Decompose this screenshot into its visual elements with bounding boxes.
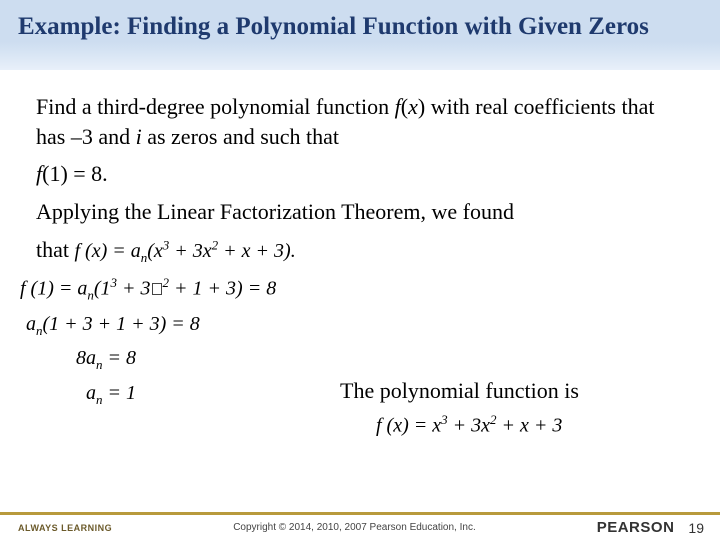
slide-body: Find a third-degree polynomial function … (0, 70, 720, 408)
eq-r1-a: f (1) = a (20, 278, 87, 300)
copyright-text: Copyright © 2014, 2010, 2007 Pearson Edu… (233, 522, 476, 533)
eq-row-1: f (1) = an(13 + 32 + 1 + 3) = 8 (20, 274, 684, 304)
eq-main-lhs: f (x) = a (75, 240, 141, 262)
eq-main-rhs-c: + x + 3). (218, 240, 296, 262)
pearson-brand: PEARSON (597, 519, 675, 536)
p1-text-a: Find a third-degree polynomial function (36, 94, 395, 119)
page-number: 19 (688, 520, 704, 536)
p4-that: that (36, 237, 75, 262)
eq-r1-d: + 1 + 3) = 8 (169, 278, 276, 300)
eq-row-2: an(1 + 3 + 1 + 3) = 8 (26, 311, 684, 340)
always-learning-label: ALWAYS LEARNING (18, 523, 112, 533)
result-text: The polynomial function is (340, 378, 579, 404)
paragraph-1: Find a third-degree polynomial function … (36, 92, 684, 151)
eq-main-rhs-a: (x (147, 240, 163, 262)
paragraph-2: f(1) = 8. (36, 159, 684, 189)
p1-text-c: as zeros and such that (142, 124, 339, 149)
eq-r4-a: a (86, 382, 96, 404)
eq-r2-a: a (26, 313, 36, 335)
eq-main-rhs-b: + 3x (169, 240, 211, 262)
eq-r2-b: (1 + 3 + 1 + 3) = 8 (43, 313, 200, 335)
p1-paren-x: (x) (401, 94, 425, 119)
eq-r1-b: (1 (94, 278, 111, 300)
res-c: + x + 3 (497, 415, 563, 437)
eq-main: f (x) = an(x3 + 3x2 + x + 3). (75, 240, 296, 262)
eq-r3-b: = 8 (103, 347, 137, 369)
footer-bar: ALWAYS LEARNING Copyright © 2014, 2010, … (0, 512, 720, 540)
paragraph-3: Applying the Linear Factorization Theore… (36, 197, 684, 227)
res-a: f (x) = x (376, 415, 441, 437)
title-band: Example: Finding a Polynomial Function w… (0, 0, 720, 70)
eq-r4-b: = 1 (103, 382, 137, 404)
result-equation: f (x) = x3 + 3x2 + x + 3 (376, 412, 562, 438)
eq-row-3: 8an = 8 (76, 345, 684, 374)
eq-r1-c: + 3 (117, 278, 151, 300)
slide-title: Example: Finding a Polynomial Function w… (18, 12, 702, 42)
p2-rest: (1) = 8. (42, 161, 108, 186)
eq-r3-a: 8a (76, 347, 96, 369)
paragraph-4: that f (x) = an(x3 + 3x2 + x + 3). (36, 235, 684, 267)
res-b: + 3x (448, 415, 490, 437)
unknown-box-icon (152, 283, 162, 295)
